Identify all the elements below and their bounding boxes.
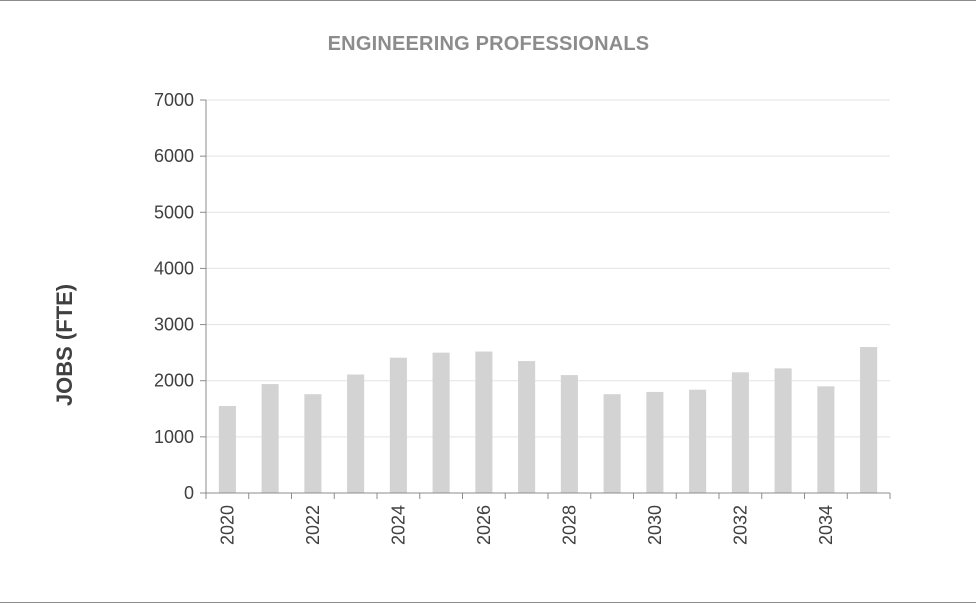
bar [432,352,450,493]
x-tick-label: 2028 [559,505,579,545]
bar [731,372,749,493]
bar [560,375,578,493]
y-tick-label: 2000 [154,371,194,391]
bar [646,391,664,493]
x-tick-label: 2032 [730,505,750,545]
x-tick-label: 2024 [388,505,408,545]
chart-title: ENGINEERING PROFESSIONALS [327,33,650,55]
bar-series [218,347,878,493]
y-tick-label: 3000 [154,315,194,335]
bar [347,374,365,493]
bar [689,389,707,493]
y-tick-label: 1000 [154,427,194,447]
bar [475,351,493,493]
bar [304,394,322,493]
x-tick-labels: 2020 2022 2024 2026 2028 2030 2032 2034 [217,505,836,545]
bar [518,361,536,493]
y-tick-label: 7000 [154,90,194,110]
y-axis-title: JOBS (FTE) [52,284,77,406]
x-tick-label: 2034 [816,505,836,545]
axes [200,99,891,499]
bar [389,357,407,493]
y-tick-labels: 0 1000 2000 3000 4000 5000 6000 7000 [154,90,194,503]
bar [261,384,279,493]
bar [603,394,621,493]
y-tick-label: 4000 [154,258,194,278]
y-tick-label: 5000 [154,202,194,222]
x-tick-label: 2030 [645,505,665,545]
x-tick-label: 2026 [474,505,494,545]
y-tick-label: 6000 [154,146,194,166]
bar [860,347,878,493]
x-tick-label: 2020 [217,505,237,545]
x-tick-label: 2022 [303,505,323,545]
y-tick-label: 0 [184,483,194,503]
bar [817,386,835,493]
bar [218,405,236,493]
bar [774,368,792,493]
